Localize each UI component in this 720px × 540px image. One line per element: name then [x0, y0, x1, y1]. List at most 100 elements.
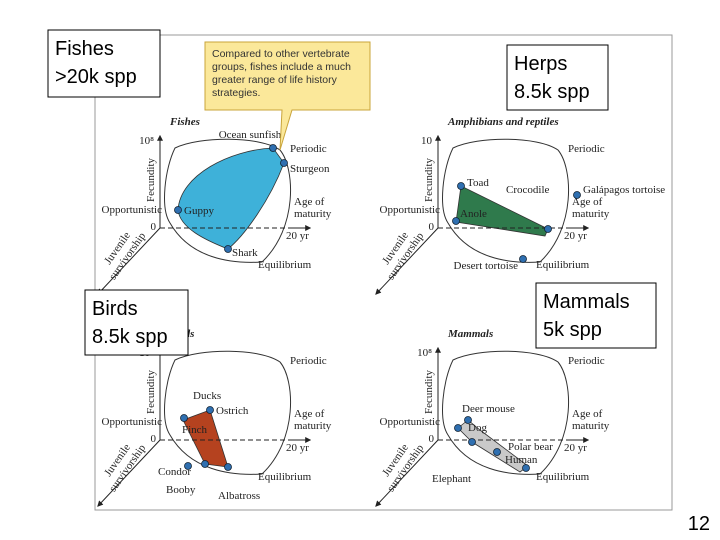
species-label: Albatross: [218, 490, 260, 502]
overlay-label: Herps 8.5k spp: [506, 44, 609, 111]
species-label: Sturgeon: [290, 163, 330, 175]
species-dot: [180, 414, 188, 422]
overlay-text: 8.5k spp: [92, 326, 168, 348]
species-label: Crocodile: [506, 184, 549, 196]
zero-label: 0: [429, 221, 435, 233]
periodic-label: Periodic: [290, 143, 327, 155]
age-label: maturity: [294, 420, 332, 432]
overlay-label: Mammals 5k spp: [535, 282, 657, 349]
species-dot: [280, 159, 288, 167]
age-label: Age of: [572, 408, 603, 420]
equilibrium-label: Equilibrium: [258, 471, 312, 483]
periodic-label: Periodic: [568, 143, 605, 155]
z-axis: [97, 439, 161, 507]
species-dot: [493, 448, 501, 456]
species-dot: [201, 460, 209, 468]
species-dot: [457, 182, 465, 190]
species-label: Guppy: [184, 205, 214, 217]
region: [455, 185, 549, 237]
species-dot: [224, 463, 232, 471]
opportunistic-label: Opportunistic: [102, 204, 163, 216]
overlay-label: Birds 8.5k spp: [84, 289, 189, 356]
overlays: Fishes >20k spp Herps 8.5k spp Birds 8.5k spp…: [47, 29, 657, 356]
opportunistic-label: Opportunistic: [102, 416, 163, 428]
panel: Mammals 10⁸ 0 Fecundity Periodic Opportunisti…: [375, 328, 610, 507]
callout-line: Compared to other vertebrate: [212, 48, 350, 60]
zero-label: 0: [151, 433, 157, 445]
callout-line: groups, fishes include a much: [212, 61, 351, 73]
species-label: Ocean sunfish: [219, 129, 282, 141]
age-label: maturity: [572, 420, 610, 432]
fecundity-label: Fecundity: [423, 158, 435, 202]
overlay-text: Fishes: [55, 38, 114, 60]
callout-box: [204, 41, 371, 151]
species-label: Booby: [166, 484, 196, 496]
species-dot: [269, 144, 277, 152]
species-label: Dog: [468, 422, 487, 434]
age-max-label: 20 yr: [564, 230, 587, 242]
overlay-box: [506, 44, 609, 111]
species-label: Anole: [460, 208, 487, 220]
overlay-text: Mammals: [543, 291, 630, 313]
equilibrium-label: Equilibrium: [536, 259, 590, 271]
species-dot: [573, 191, 581, 199]
zero-label: 0: [151, 221, 157, 233]
panel: Birds10⁸0FecundityPeriodicOpportunisticE…: [97, 328, 332, 507]
figure: Fishes 10⁸ 0 Fecundity Periodic Opportunistic…: [97, 116, 665, 507]
species-label: Shark: [232, 247, 258, 259]
species-dot: [522, 464, 530, 472]
overlay-box: [535, 282, 657, 349]
age-max-label: 20 yr: [286, 442, 309, 454]
species-dot: [174, 206, 182, 214]
region: [177, 147, 285, 250]
periodic-label: Periodic: [568, 355, 605, 367]
species-dot: [544, 225, 552, 233]
overlay-text: 8.5k spp: [514, 81, 590, 103]
fecundity-label: Fecundity: [145, 158, 157, 202]
y-top-label: 10⁸: [139, 135, 154, 147]
species-label: Ostrich: [216, 405, 249, 417]
panel: Fishes 10⁸ 0 Fecundity Periodic Opportunistic…: [97, 116, 332, 295]
y-top-label: 10⁸: [417, 347, 432, 359]
equilibrium-label: Equilibrium: [258, 259, 312, 271]
z-axis: [375, 227, 439, 295]
age-max-label: 20 yr: [286, 230, 309, 242]
panel-title: Mammals: [447, 328, 493, 340]
species-label: Desert tortoise: [454, 260, 519, 272]
species-label: Condor: [158, 466, 191, 478]
species-label: Galápagos tortoise: [583, 184, 665, 196]
species-label: Human: [505, 454, 538, 466]
species-label: Toad: [467, 177, 489, 189]
age-label: Age of: [294, 408, 325, 420]
species-label: Elephant: [432, 473, 471, 485]
equilibrium-label: Equilibrium: [536, 471, 590, 483]
species-dot: [454, 424, 462, 432]
species-dot: [452, 217, 460, 225]
overlay-box: [84, 289, 189, 356]
age-label: maturity: [572, 208, 610, 220]
opportunistic-label: Opportunistic: [380, 416, 441, 428]
species-label: Finch: [182, 424, 208, 436]
age-label: Age of: [572, 196, 603, 208]
page-number: 12: [688, 513, 710, 535]
z-axis: [97, 227, 161, 295]
panel: Amphibians and reptiles 10 0 Fecundity Perio…: [375, 116, 665, 295]
species-label: Polar bear: [508, 441, 553, 453]
panel-title: Amphibians and reptiles: [447, 116, 559, 128]
species-label: Deer mouse: [462, 403, 515, 415]
overlay-text: 5k spp: [543, 319, 602, 341]
overlay-text: Herps: [514, 53, 567, 75]
callout-line: strategies.: [212, 87, 260, 99]
opportunistic-label: Opportunistic: [380, 204, 441, 216]
fecundity-label: Fecundity: [145, 370, 157, 414]
overlay-box: [47, 29, 161, 98]
periodic-label: Periodic: [290, 355, 327, 367]
z-axis: [375, 439, 439, 507]
species-label: Ducks: [193, 390, 221, 402]
species-dot: [206, 406, 214, 414]
species-dot: [464, 416, 472, 424]
zero-label: 0: [429, 433, 435, 445]
age-label: Age of: [294, 196, 325, 208]
